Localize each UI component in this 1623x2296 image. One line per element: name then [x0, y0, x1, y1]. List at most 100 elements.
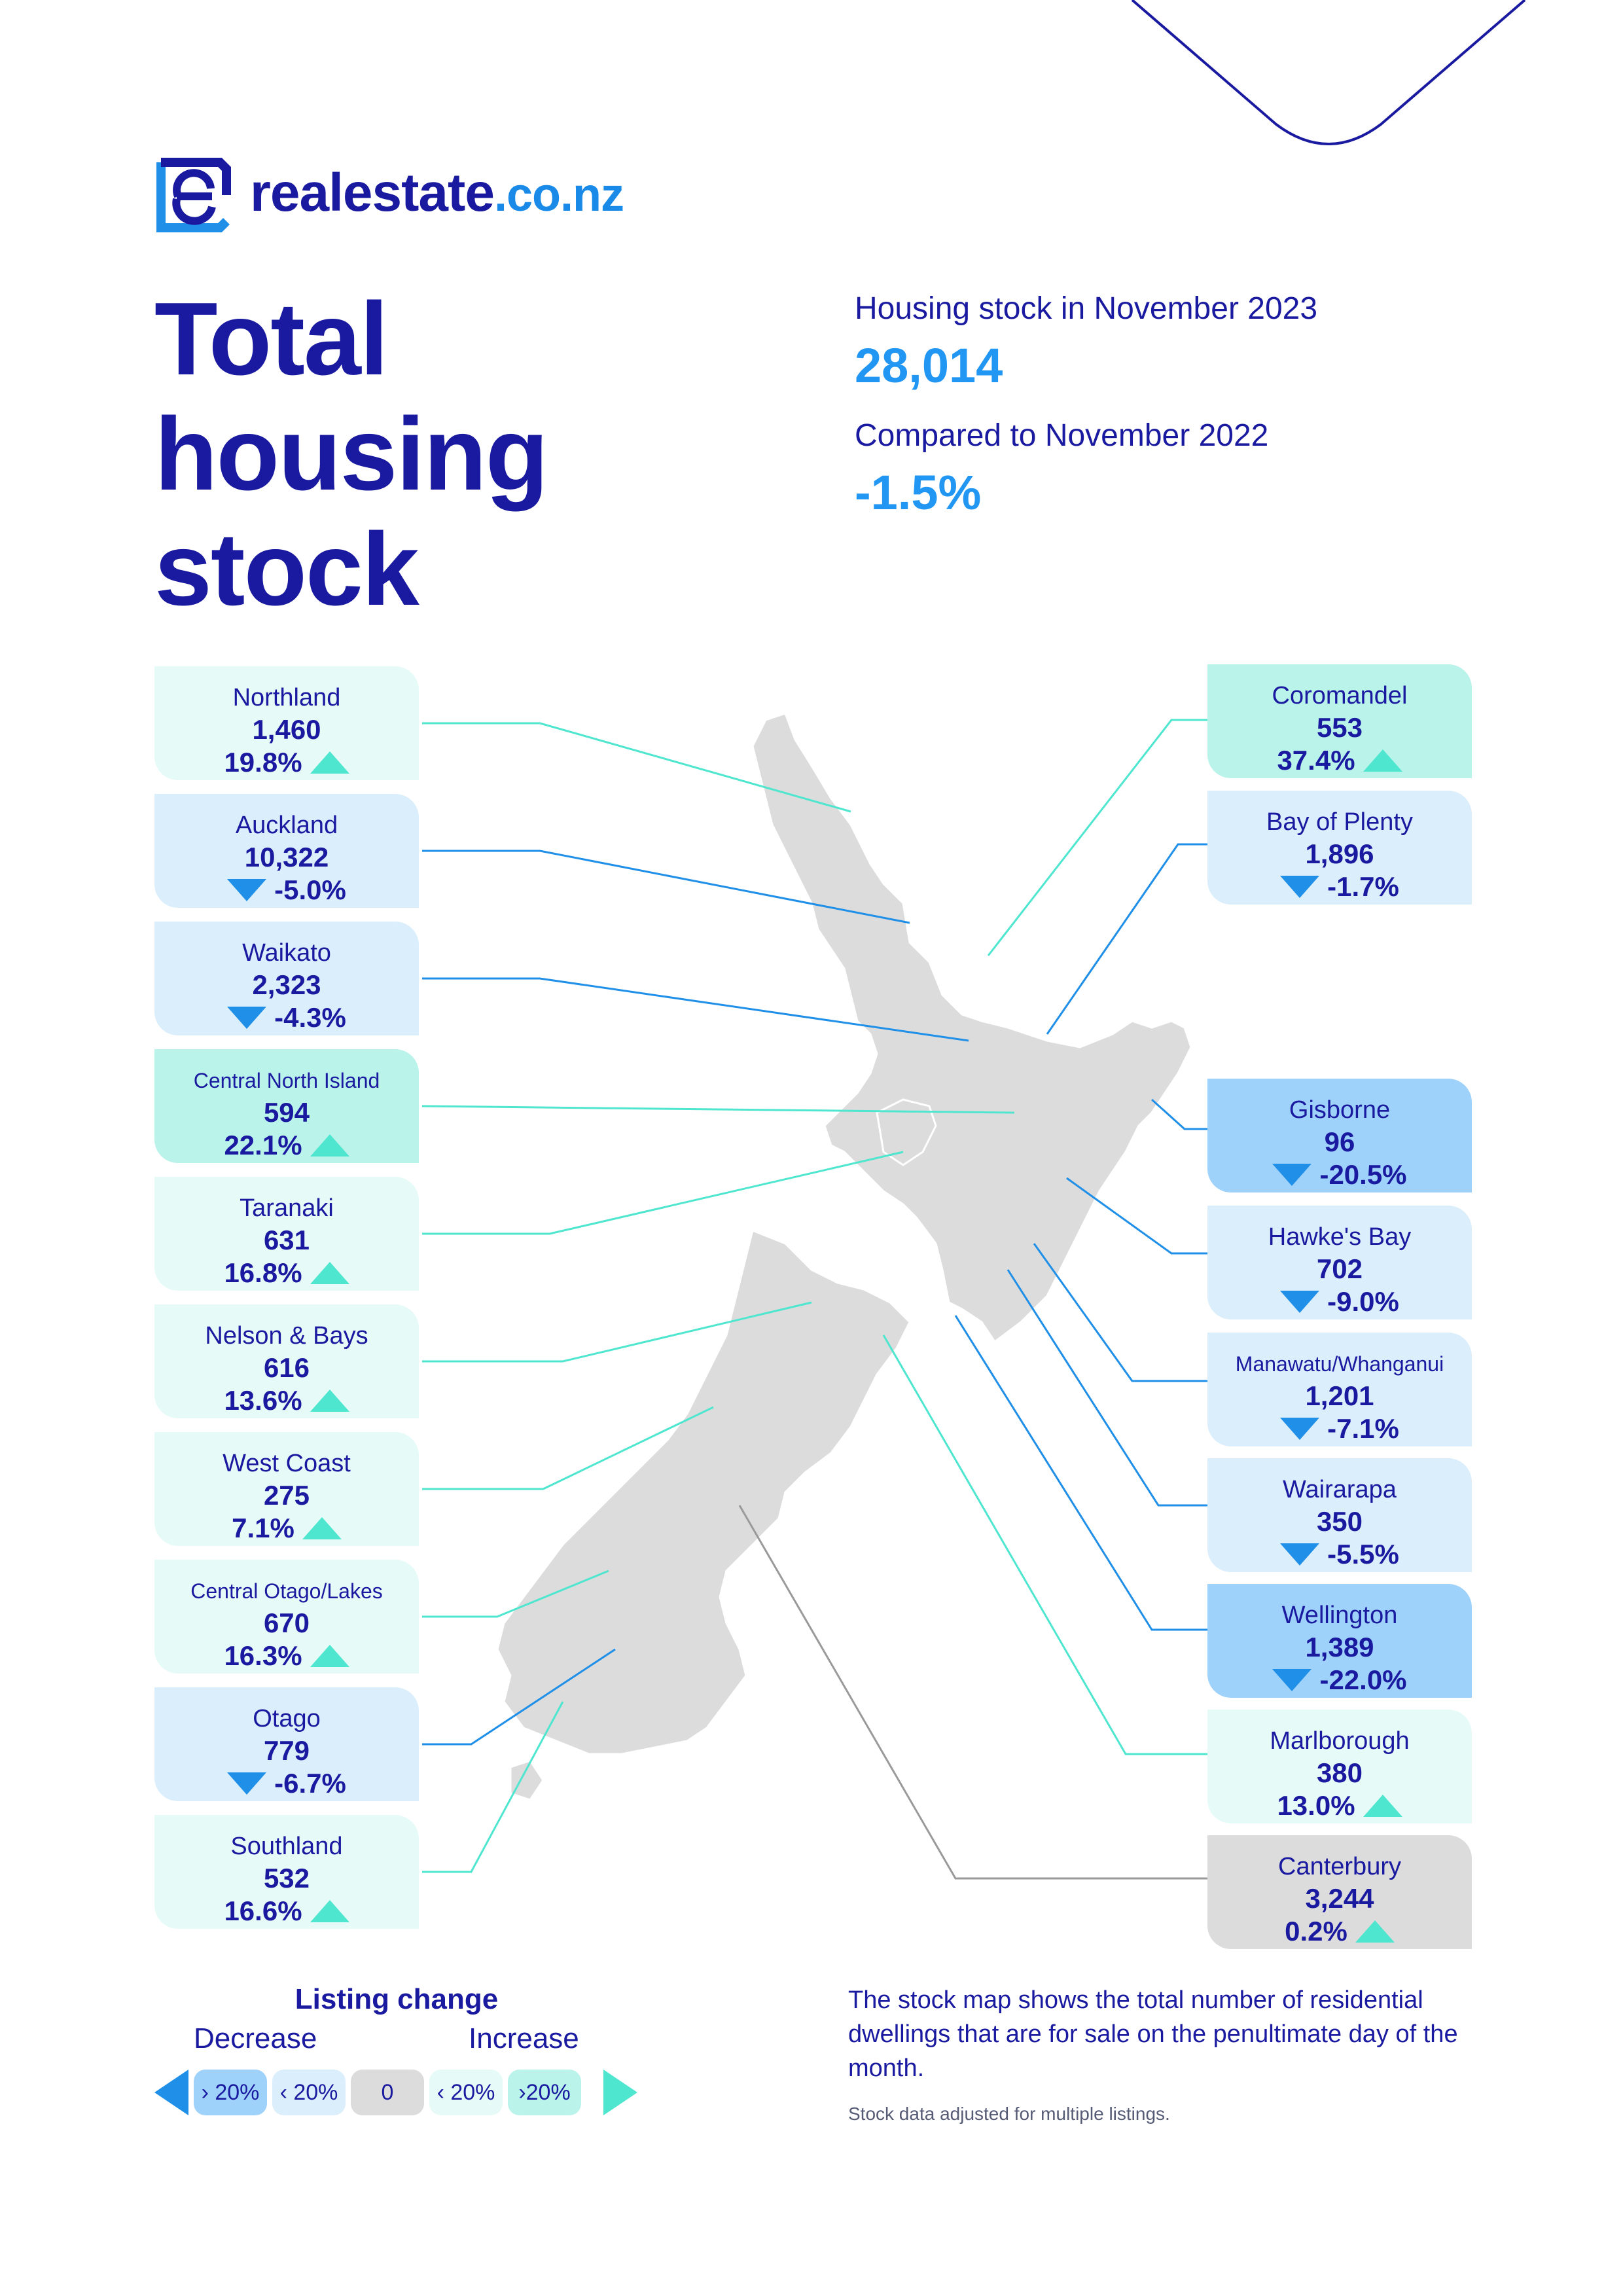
region-name: Gisborne	[1289, 1096, 1391, 1124]
region-change: 16.6%	[224, 1895, 302, 1926]
arrow-down-icon	[1280, 876, 1320, 898]
region-name: Bay of Plenty	[1266, 808, 1413, 836]
region-count: 1,896	[1305, 838, 1374, 869]
region-name: Northland	[232, 684, 341, 711]
region-change: -5.0%	[274, 874, 346, 905]
region-name: Marlborough	[1270, 1727, 1410, 1755]
legend-scale: › 20% ‹ 20% 0 ‹ 20% ›20%	[154, 2070, 639, 2115]
region-card-west-coast: West Coast 275 7.1%	[154, 1432, 419, 1546]
region-change: -9.0%	[1327, 1286, 1399, 1317]
region-change: 13.0%	[1277, 1790, 1355, 1821]
legend-chip-zero: 0	[351, 2070, 424, 2115]
legend-chip-decrease-small: ‹ 20%	[272, 2070, 346, 2115]
region-name: Southland	[230, 1833, 343, 1860]
region-change: 16.8%	[224, 1257, 302, 1288]
stock-label: Housing stock in November 2023	[855, 291, 1318, 326]
note-text: The stock map shows the total number of …	[848, 1986, 1458, 2082]
arrow-down-icon	[1272, 1164, 1312, 1186]
legend-title: Listing change	[294, 1983, 499, 2015]
summary-panel: Housing stock in November 2023 28,014 Co…	[855, 288, 1509, 542]
region-name: Taranaki	[240, 1194, 334, 1222]
region-count: 96	[1324, 1126, 1355, 1157]
arrow-down-icon	[227, 879, 267, 901]
arrow-down-icon	[1280, 1291, 1320, 1313]
region-name: Wellington	[1281, 1602, 1398, 1629]
legend-chip-decrease-big: › 20%	[194, 2070, 267, 2115]
region-change: -22.0%	[1319, 1664, 1407, 1695]
logo-tld: .co.nz	[493, 169, 624, 221]
region-name: West Coast	[223, 1450, 351, 1477]
region-card-nelson-bays: Nelson & Bays 616 13.6%	[154, 1304, 419, 1418]
arrow-up-icon	[1363, 1795, 1402, 1817]
region-card-waikato: Waikato 2,323 -4.3%	[154, 922, 419, 1035]
region-change: -1.7%	[1327, 871, 1399, 902]
region-count: 532	[263, 1863, 310, 1893]
region-name: Canterbury	[1278, 1853, 1401, 1880]
arrow-up-icon	[302, 1517, 342, 1539]
region-card-manawatu-whanganui: Manawatu/Whanganui 1,201 -7.1%	[1207, 1333, 1472, 1446]
region-card-southland: Southland 532 16.6%	[154, 1815, 419, 1929]
region-change: -20.5%	[1319, 1159, 1407, 1190]
region-change: 19.8%	[224, 747, 302, 778]
region-card-marlborough: Marlborough 380 13.0%	[1207, 1710, 1472, 1823]
region-count: 350	[1316, 1506, 1363, 1537]
arrow-up-icon	[310, 1134, 349, 1157]
region-card-central-north-island: Central North Island 594 22.1%	[154, 1049, 419, 1163]
footnote: The stock map shows the total number of …	[848, 1983, 1509, 2125]
stock-value: 28,014	[855, 338, 1003, 393]
region-card-gisborne: Gisborne 96 -20.5%	[1207, 1079, 1472, 1193]
region-name: Auckland	[235, 812, 338, 839]
arrow-down-icon	[1272, 1669, 1312, 1691]
arrow-right-icon	[603, 2070, 637, 2115]
region-change: 16.3%	[224, 1640, 302, 1671]
region-card-central-otago-lakes: Central Otago/Lakes 670 16.3%	[154, 1560, 419, 1674]
region-change: -5.5%	[1327, 1539, 1399, 1570]
compare-value: -1.5%	[855, 465, 982, 520]
region-count: 1,460	[252, 714, 321, 745]
region-count: 779	[263, 1735, 310, 1766]
region-count: 10,322	[244, 842, 329, 872]
region-change: 0.2%	[1285, 1916, 1347, 1946]
region-name: Nelson & Bays	[205, 1322, 368, 1350]
region-count: 631	[263, 1225, 310, 1255]
region-card-wellington: Wellington 1,389 -22.0%	[1207, 1584, 1472, 1698]
brand-logo: realestate.co.nz	[154, 156, 665, 234]
region-card-hawkes-bay: Hawke's Bay 702 -9.0%	[1207, 1206, 1472, 1319]
region-change: 22.1%	[224, 1130, 302, 1160]
arrow-left-icon	[154, 2070, 188, 2115]
region-change: 37.4%	[1277, 745, 1355, 776]
region-card-northland: Northland 1,460 19.8%	[154, 666, 419, 780]
compare-label: Compared to November 2022	[855, 418, 1269, 453]
region-count: 2,323	[252, 969, 321, 1000]
region-name: Hawke's Bay	[1268, 1223, 1412, 1251]
region-count: 275	[263, 1480, 310, 1511]
note-small: Stock data adjusted for multiple listing…	[848, 2104, 1170, 2124]
region-change: -4.3%	[274, 1002, 346, 1033]
region-card-bay-of-plenty: Bay of Plenty 1,896 -1.7%	[1207, 791, 1472, 905]
logo-wordmark: realestate.co.nz	[250, 162, 624, 224]
arrow-down-icon	[1280, 1543, 1320, 1566]
region-change: -6.7%	[274, 1768, 346, 1799]
title-line-3: stock	[154, 512, 419, 627]
region-count: 594	[263, 1097, 310, 1128]
page-title: Total housing stock	[154, 281, 743, 627]
region-count: 1,389	[1305, 1632, 1374, 1662]
arrow-up-icon	[310, 751, 349, 774]
region-card-canterbury: Canterbury 3,244 0.2%	[1207, 1835, 1472, 1949]
region-name: Otago	[253, 1705, 321, 1732]
region-card-auckland: Auckland 10,322 -5.0%	[154, 794, 419, 908]
region-card-taranaki: Taranaki 631 16.8%	[154, 1177, 419, 1291]
region-count: 3,244	[1305, 1883, 1374, 1914]
region-name: Coromandel	[1272, 682, 1408, 709]
south-island-shape	[496, 1229, 911, 1801]
arrow-up-icon	[1363, 749, 1402, 772]
region-change: -7.1%	[1327, 1413, 1399, 1444]
region-count: 670	[263, 1607, 310, 1638]
region-name: Central Otago/Lakes	[190, 1579, 383, 1603]
region-card-coromandel: Coromandel 553 37.4%	[1207, 664, 1472, 778]
legend-chip-increase-small: ‹ 20%	[429, 2070, 503, 2115]
region-card-wairarapa: Wairarapa 350 -5.5%	[1207, 1458, 1472, 1572]
title-line-2: housing	[154, 397, 548, 512]
region-count: 1,201	[1305, 1380, 1374, 1411]
arrow-down-icon	[227, 1007, 267, 1029]
